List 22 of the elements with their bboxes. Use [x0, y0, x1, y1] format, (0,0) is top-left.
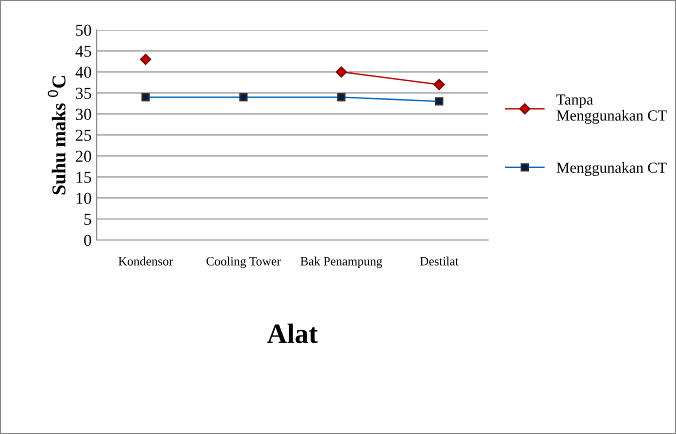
x-tick-label: Bak Penampung	[300, 256, 382, 268]
legend-label: Tanpa Menggunakan CT	[556, 94, 667, 124]
y-tick-label: 50	[76, 24, 92, 36]
y-axis-title: Suhu maks $^{0}$C	[48, 76, 66, 194]
point	[140, 54, 152, 65]
y-tick-label: 5	[84, 214, 92, 225]
y-tick-label: 15	[76, 172, 92, 183]
x-tick-label: Cooling Tower	[206, 256, 281, 268]
y-tick-label: 40	[75, 66, 92, 78]
y-tick-label: 45	[75, 46, 92, 57]
y-tick-label: 35	[76, 88, 92, 99]
x-tick-label: Destilat	[420, 256, 459, 266]
y-tick-label: 20	[76, 150, 92, 162]
y-tick-label: 10	[76, 192, 92, 204]
y-tick-label: 30	[76, 108, 92, 120]
y-tick-label: 25	[76, 130, 92, 141]
x-tick-label: Kondensor	[118, 256, 173, 266]
legend-label: Menggunakan CT	[556, 162, 667, 176]
point	[336, 66, 347, 78]
y-tick-label: 0	[84, 234, 92, 246]
x-axis-title: Alat	[267, 324, 318, 344]
point	[434, 78, 445, 90]
